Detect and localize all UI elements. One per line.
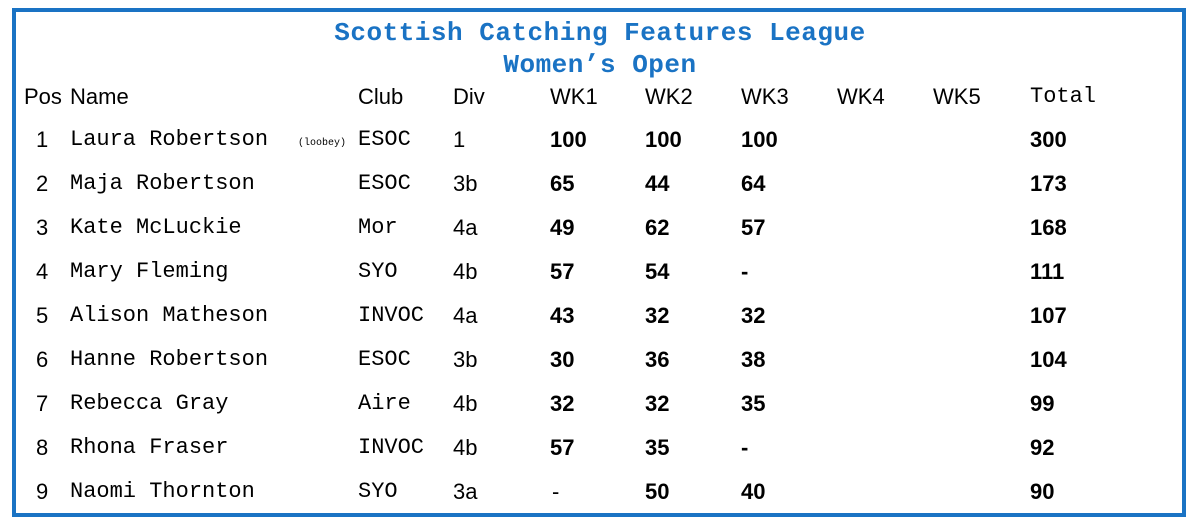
cell-club: Mor xyxy=(358,215,398,240)
cell-div: 1 xyxy=(453,127,466,152)
table-row: 7 Rebecca Gray Aire 4b 32 32 35 99 xyxy=(0,391,1200,417)
cell-wk2: 62 xyxy=(645,215,670,240)
cell-club: Aire xyxy=(358,391,411,416)
cell-div: 4b xyxy=(453,435,478,460)
cell-wk1: 30 xyxy=(550,347,575,372)
cell-name: Laura Robertson xyxy=(70,127,269,152)
cell-total: 104 xyxy=(1030,347,1067,372)
header-wk3: WK3 xyxy=(741,84,789,109)
table-row: 4 Mary Fleming SYO 4b 57 54 - 111 xyxy=(0,259,1200,285)
cell-wk2: 32 xyxy=(645,303,670,328)
table-row: 5 Alison Matheson INVOC 4a 43 32 32 107 xyxy=(0,303,1200,329)
cell-wk1: - xyxy=(552,479,560,504)
cell-name: Kate McLuckie xyxy=(70,215,242,240)
cell-wk3: - xyxy=(741,435,749,460)
table-row: 6 Hanne Robertson ESOC 3b 30 36 38 104 xyxy=(0,347,1200,373)
cell-wk3: - xyxy=(741,259,749,284)
cell-pos: 1 xyxy=(36,127,49,152)
page-title: Scottish Catching Features League xyxy=(334,18,866,48)
cell-name: Rhona Fraser xyxy=(70,435,229,460)
cell-wk3: 100 xyxy=(741,127,778,152)
cell-pos: 2 xyxy=(36,171,49,196)
cell-wk1: 49 xyxy=(550,215,575,240)
cell-div: 3b xyxy=(453,347,478,372)
table-row: 8 Rhona Fraser INVOC 4b 57 35 - 92 xyxy=(0,435,1200,461)
header-wk1: WK1 xyxy=(550,84,598,109)
cell-div: 4a xyxy=(453,215,478,240)
cell-wk3: 32 xyxy=(741,303,766,328)
cell-wk1: 65 xyxy=(550,171,575,196)
header-club: Club xyxy=(358,84,404,109)
cell-wk2: 32 xyxy=(645,391,670,416)
header-wk4: WK4 xyxy=(837,84,885,109)
cell-wk1: 32 xyxy=(550,391,575,416)
table-row: 1 Laura Robertson (loobey) ESOC 1 100 10… xyxy=(0,127,1200,153)
cell-name: Rebecca Gray xyxy=(70,391,229,416)
cell-total: 90 xyxy=(1030,479,1055,504)
cell-pos: 7 xyxy=(36,391,49,416)
cell-wk3: 57 xyxy=(741,215,766,240)
cell-pos: 9 xyxy=(36,479,49,504)
cell-club: ESOC xyxy=(358,127,411,152)
cell-pos: 4 xyxy=(36,259,49,284)
cell-pos: 5 xyxy=(36,303,49,328)
cell-total: 173 xyxy=(1030,171,1067,196)
cell-name: Maja Robertson xyxy=(70,171,255,196)
header-pos: Pos xyxy=(24,84,62,109)
cell-pos: 6 xyxy=(36,347,49,372)
table-row: 3 Kate McLuckie Mor 4a 49 62 57 168 xyxy=(0,215,1200,241)
cell-name: Hanne Robertson xyxy=(70,347,269,372)
header-div: Div xyxy=(453,84,485,109)
cell-wk3: 40 xyxy=(741,479,766,504)
cell-div: 3b xyxy=(453,171,478,196)
cell-wk2: 50 xyxy=(645,479,670,504)
table-row: 9 Naomi Thornton SYO 3a - 50 40 90 xyxy=(0,479,1200,505)
cell-wk1: 57 xyxy=(550,259,575,284)
cell-div: 3a xyxy=(453,479,478,504)
cell-club: SYO xyxy=(358,259,398,284)
header-wk2: WK2 xyxy=(645,84,693,109)
cell-name: Mary Fleming xyxy=(70,259,229,284)
cell-name: Alison Matheson xyxy=(70,303,269,328)
cell-club: INVOC xyxy=(358,303,425,328)
cell-wk1: 43 xyxy=(550,303,575,328)
cell-total: 99 xyxy=(1030,391,1055,416)
cell-wk2: 54 xyxy=(645,259,670,284)
cell-total: 168 xyxy=(1030,215,1067,240)
cell-wk2: 35 xyxy=(645,435,670,460)
cell-div: 4a xyxy=(453,303,478,328)
cell-total: 92 xyxy=(1030,435,1055,460)
cell-name: Naomi Thornton xyxy=(70,479,255,504)
header-name: Name xyxy=(70,84,129,109)
cell-wk3: 35 xyxy=(741,391,766,416)
cell-club: ESOC xyxy=(358,347,411,372)
cell-wk3: 64 xyxy=(741,171,766,196)
cell-nickname: (loobey) xyxy=(298,138,347,149)
cell-club: SYO xyxy=(358,479,398,504)
cell-pos: 3 xyxy=(36,215,49,240)
table-row: 2 Maja Robertson ESOC 3b 65 44 64 173 xyxy=(0,171,1200,197)
cell-total: 300 xyxy=(1030,127,1067,152)
cell-wk2: 36 xyxy=(645,347,670,372)
page-subtitle: Women’s Open xyxy=(503,50,697,80)
cell-wk1: 57 xyxy=(550,435,575,460)
cell-wk3: 38 xyxy=(741,347,766,372)
cell-total: 111 xyxy=(1030,259,1065,284)
cell-div: 4b xyxy=(453,259,478,284)
header-total: Total xyxy=(1030,84,1097,109)
cell-club: ESOC xyxy=(358,171,411,196)
cell-wk1: 100 xyxy=(550,127,587,152)
header-wk5: WK5 xyxy=(933,84,981,109)
cell-wk2: 100 xyxy=(645,127,682,152)
table-frame xyxy=(12,8,1186,517)
cell-div: 4b xyxy=(453,391,478,416)
cell-total: 107 xyxy=(1030,303,1067,328)
cell-club: INVOC xyxy=(358,435,425,460)
cell-wk2: 44 xyxy=(645,171,670,196)
cell-pos: 8 xyxy=(36,435,49,460)
